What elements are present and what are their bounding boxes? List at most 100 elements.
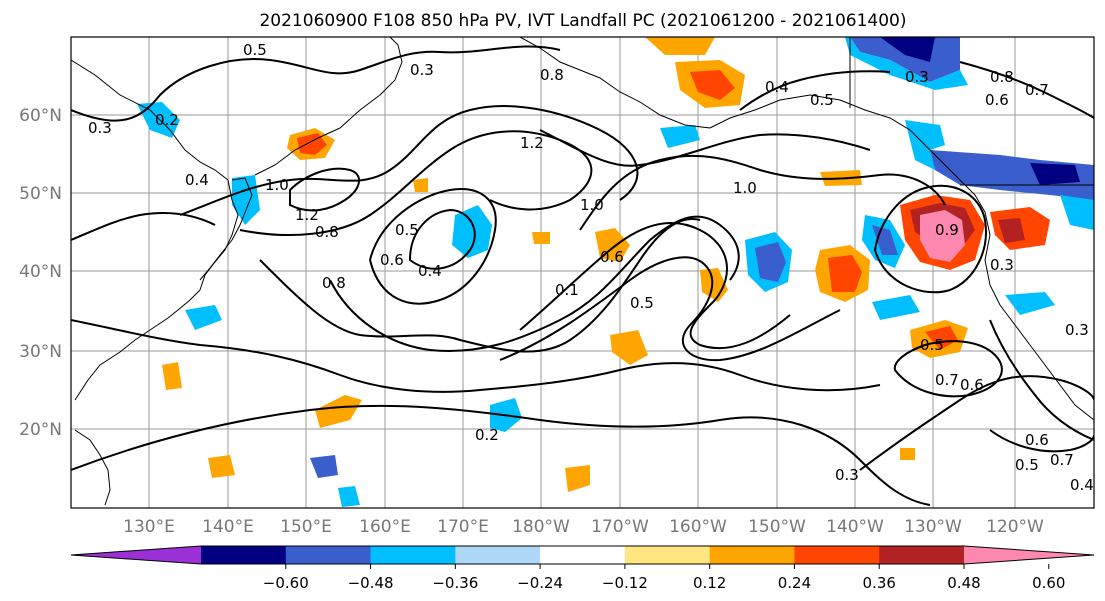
contour-18: [989, 429, 1094, 453]
clabel-5: 0.5: [810, 91, 834, 109]
shade-cyan-170e: [452, 205, 492, 258]
clabel-27: 0.6: [960, 376, 984, 394]
shade-navy-bc: [1030, 163, 1080, 185]
colorbar-tick-label-3: −0.24: [517, 574, 563, 592]
shade-orange-pv3: [610, 330, 648, 365]
lon-label-140w: 140°W: [826, 517, 884, 537]
shade-darkred-pnw2: [998, 218, 1025, 243]
shade-orange-pv16: [532, 232, 550, 244]
colorbar-bin-7: [794, 546, 880, 564]
coast-japan: [199, 177, 253, 281]
lat-label-60n: 60°N: [19, 106, 62, 126]
colorbar-tick-label-8: 0.48: [947, 574, 980, 592]
clabel-3: 1.2: [520, 134, 544, 152]
pv-contours: [71, 45, 1094, 506]
lon-label-170w: 170°W: [591, 517, 649, 537]
map-title: 2021060900 F108 850 hPa PV, IVT Landfall…: [259, 11, 906, 31]
shade-cyan-w2: [185, 305, 222, 330]
lon-axis: 130°E 140°E 150°E 160°E 170°E 180°W 170°…: [123, 517, 1044, 537]
contour-19: [989, 319, 1094, 441]
contour-16: [893, 340, 1003, 398]
colorbar-bin-4: [540, 546, 626, 564]
colorbar-extend-max: [964, 546, 1094, 564]
lat-label-20n: 20°N: [19, 420, 62, 440]
shade-blue-pv8: [310, 455, 338, 478]
shade-navy-ne: [880, 37, 935, 62]
contour-14: [71, 404, 931, 506]
contour-10: [499, 256, 841, 362]
clabel-6: 0.8: [990, 68, 1014, 86]
clabel-24: 0.3: [990, 256, 1014, 274]
colorbar-bin-8: [879, 546, 965, 564]
shade-orange-pv1: [595, 228, 630, 262]
clabel-13: 1.0: [580, 196, 604, 214]
clabel-10: 1.0: [265, 176, 289, 194]
colorbar-tick-label-6: 0.24: [778, 574, 811, 592]
clabel-23: 1.0: [733, 179, 757, 197]
colorbar-extend-min: [71, 546, 201, 564]
shade-orange-pv10: [565, 465, 590, 492]
clabel-7: 0.6: [985, 91, 1009, 109]
shade-blue-bc: [930, 150, 1094, 200]
shade-pink-pnw: [920, 210, 965, 262]
coast-phil: [74, 429, 111, 506]
contour-17: [873, 184, 987, 294]
shade-blue-145w: [872, 225, 898, 255]
contour-1: [71, 45, 561, 122]
coast-bering: [519, 37, 711, 129]
clabel-19: 0.6: [380, 251, 404, 269]
shade-red-kam: [297, 133, 327, 155]
contour-labels: 0.5 0.3 0.8 1.2 0.4 0.5 0.8 0.6 0.7 0.3 …: [88, 41, 1094, 494]
lon-label-160e: 160°E: [359, 517, 411, 537]
colorbar-bin-2: [370, 546, 456, 564]
clabel-25: 0.5: [920, 336, 944, 354]
clabel-33: 0.4: [1070, 476, 1094, 494]
coast-kuril: [254, 127, 341, 176]
shade-red-pv4: [925, 326, 958, 350]
clabel-26: 0.7: [935, 371, 959, 389]
plot-area: [71, 37, 1094, 508]
coast-asia: [71, 59, 239, 401]
contour-22: [71, 212, 216, 241]
lat-label-50n: 50°N: [19, 184, 62, 204]
clabel-35: 0.9: [935, 221, 959, 239]
lon-label-180w: 180°W: [512, 517, 570, 537]
clabel-4: 0.4: [765, 78, 789, 96]
clabel-9: 0.3: [88, 119, 112, 137]
colorbar: −0.60 −0.48 −0.36 −0.24 −0.12 0.12 0.24 0.36 0.4…: [70, 545, 1095, 592]
pv-shading: [137, 37, 1094, 507]
plot-border: [70, 36, 1095, 509]
clabel-0: 0.5: [243, 41, 267, 59]
graticule: [71, 37, 1094, 508]
clabel-11: 0.2: [155, 111, 179, 129]
shade-cyan-pv13: [660, 125, 700, 148]
contour-6: [408, 208, 476, 270]
lon-label-150w: 150°W: [748, 517, 806, 537]
shade-orange-pv15: [413, 178, 428, 192]
shade-cyan-pv14: [872, 295, 920, 320]
contour-4: [259, 218, 701, 353]
clabel-30: 0.6: [1025, 431, 1049, 449]
contour-11: [579, 154, 946, 231]
shade-red-140w: [828, 255, 862, 292]
contour-20: [959, 61, 1094, 119]
colorbar-bin-5: [624, 546, 711, 564]
contour-8: [329, 215, 740, 352]
clabel-14: 1.2: [295, 206, 319, 224]
clabel-8: 0.7: [1025, 81, 1049, 99]
shade-blue-150w: [755, 242, 786, 282]
lon-label-120w: 120°W: [986, 517, 1044, 537]
colorbar-tick-label-4: −0.12: [602, 574, 648, 592]
colorbar-tick-label-9: 0.60: [1032, 574, 1065, 592]
colorbar-tick-label-2: −0.36: [432, 574, 478, 592]
lat-label-40n: 40°N: [19, 262, 62, 282]
coast-alaska: [709, 94, 931, 151]
contour-21: [739, 70, 891, 111]
colorbar-tick-label-5: 0.12: [693, 574, 726, 592]
colorbar-tick-label-7: 0.36: [863, 574, 896, 592]
contour-13: [71, 319, 881, 393]
clabel-34: 0.3: [1065, 321, 1089, 339]
shade-red-ak: [690, 70, 735, 100]
